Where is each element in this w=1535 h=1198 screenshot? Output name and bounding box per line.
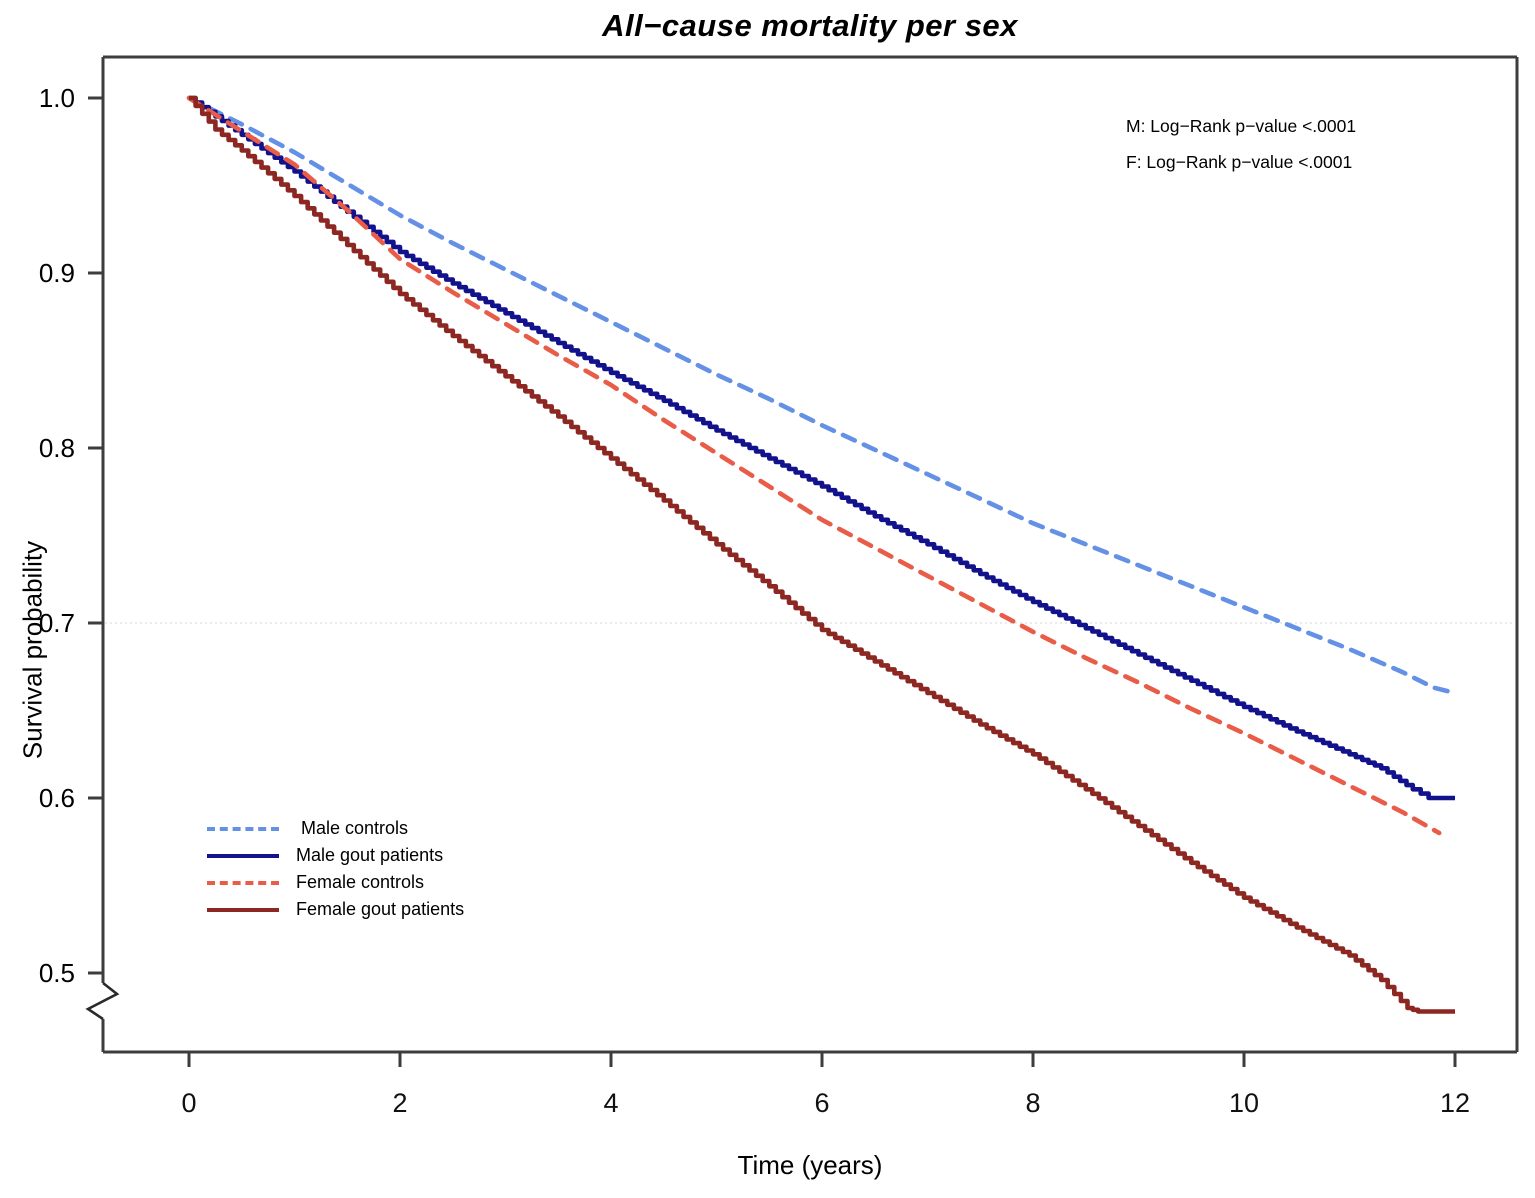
legend-solid-line-sample xyxy=(207,853,279,858)
legend-item-female-controls: Female controls xyxy=(207,869,464,896)
survival-curve-male-gout-patients xyxy=(189,95,1455,801)
legend-item-female-gout-patients: Female gout patients xyxy=(207,896,464,923)
survival-curve-male-controls xyxy=(186,95,1458,696)
y-tick-label: 0.9 xyxy=(39,258,75,288)
pvalue-annotation-female: F: Log−Rank p−value <.0001 xyxy=(1126,152,1353,172)
y-axis-break-icon xyxy=(85,981,120,1021)
legend-item-label: Male gout patients xyxy=(296,845,444,865)
x-tick-label: 8 xyxy=(1025,1088,1040,1118)
legend-dashed-line-sample xyxy=(207,880,279,885)
legend: Male controls Male gout patients Female co… xyxy=(207,815,464,923)
x-tick-label: 4 xyxy=(603,1088,618,1118)
y-tick-label: 0.5 xyxy=(39,958,75,988)
legend-item-label: Female gout patients xyxy=(296,899,465,919)
legend-item-male-controls: Male controls xyxy=(207,815,464,842)
y-tick-label: 1.0 xyxy=(39,83,75,113)
pvalue-annotation-male: M: Log−Rank p−value <.0001 xyxy=(1126,116,1357,136)
chart-title: All−cause mortality per sex xyxy=(602,8,1018,43)
y-tick-label: 0.8 xyxy=(39,433,75,463)
legend-item-label: Female controls xyxy=(296,872,425,892)
x-axis-label: Time (years) xyxy=(737,1150,883,1180)
x-tick-label: 12 xyxy=(1440,1088,1470,1118)
x-tick-label: 6 xyxy=(814,1088,829,1118)
x-tick-label: 10 xyxy=(1229,1088,1259,1118)
survival-curve-female-gout-patients xyxy=(189,95,1455,1014)
legend-item-male-gout-patients: Male gout patients xyxy=(207,842,464,869)
legend-solid-line-sample xyxy=(207,907,279,912)
legend-item-label: Male controls xyxy=(296,818,409,838)
y-tick-label: 0.7 xyxy=(39,608,75,638)
x-tick-label: 2 xyxy=(392,1088,407,1118)
y-tick-label: 0.6 xyxy=(39,783,75,813)
legend-dashed-line-sample xyxy=(207,826,279,831)
survival-curve-female-controls xyxy=(186,95,1442,836)
y-axis-label: Survival probability xyxy=(17,540,48,760)
x-tick-label: 0 xyxy=(181,1088,196,1118)
